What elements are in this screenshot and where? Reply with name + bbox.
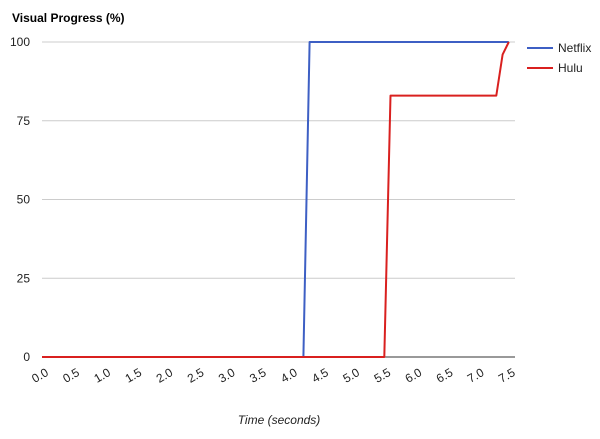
x-tick-label: 0.0 (29, 365, 51, 386)
x-tick-label: 2.0 (154, 365, 176, 386)
y-tick-label: 100 (10, 35, 30, 49)
x-tick-label: 7.0 (465, 365, 487, 386)
series-lines (42, 41, 510, 358)
series-line-hulu (42, 41, 510, 358)
x-tick-label: 6.5 (434, 365, 456, 386)
y-tick-label: 25 (17, 271, 31, 285)
y-tick-label: 50 (17, 193, 31, 207)
x-tick-label: 1.0 (92, 365, 114, 386)
y-axis-ticks: 0 25 50 75 100 (10, 35, 30, 364)
x-tick-label: 4.0 (278, 365, 300, 386)
legend-label: Hulu (558, 61, 583, 75)
grid-lines (42, 41, 515, 358)
x-tick-label: 5.5 (372, 365, 394, 386)
x-tick-label: 7.5 (496, 365, 518, 386)
chart-title: Visual Progress (%) (12, 11, 125, 25)
x-axis-ticks: 0.0 0.5 1.0 1.5 2.0 2.5 3.0 3.5 4.0 4.5 5.0 5.5 6.0 6… (29, 365, 518, 386)
x-tick-label: 2.5 (185, 365, 207, 386)
y-tick-label: 75 (17, 114, 31, 128)
x-tick-label: 5.0 (340, 365, 362, 386)
x-tick-label: 0.5 (60, 365, 82, 386)
x-tick-label: 6.0 (403, 365, 425, 386)
x-tick-label: 4.5 (309, 365, 331, 386)
y-tick-label: 0 (23, 350, 30, 364)
x-tick-label: 1.5 (123, 365, 145, 386)
x-tick-label: 3.0 (216, 365, 238, 386)
legend-label: Netflix (558, 41, 591, 55)
x-tick-label: 3.5 (247, 365, 269, 386)
legend: Netflix Hulu (527, 41, 591, 75)
x-axis-label: Time (seconds) (238, 413, 321, 427)
